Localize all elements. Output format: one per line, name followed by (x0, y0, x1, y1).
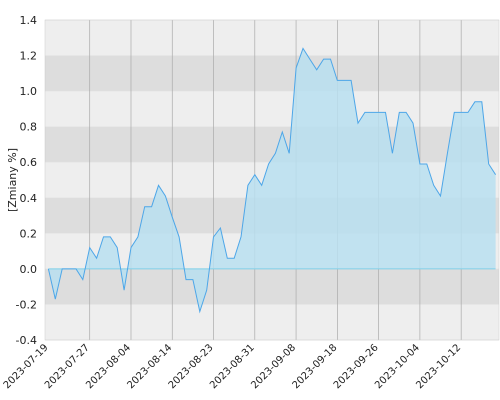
grid-band (45, 126, 499, 163)
grid-band (45, 55, 499, 92)
y-tick-label: 0.2 (20, 227, 38, 240)
area-fill (48, 48, 496, 312)
y-tick-label: 1.4 (20, 14, 38, 27)
y-tick-label: 0.8 (20, 121, 38, 134)
plot-border (44, 19, 500, 341)
y-tick-label: 1.2 (20, 50, 38, 63)
y-tick-label: 1.0 (20, 85, 38, 98)
y-tick-label: -0.4 (16, 334, 37, 347)
line (47, 47, 497, 314)
y-tick-label: 0.6 (20, 156, 38, 169)
grid-band (45, 268, 499, 305)
y-axis-label: [Zmiany %] (6, 148, 19, 212)
y-tick-label: 0.4 (20, 192, 38, 205)
y-tick-label: -0.2 (16, 298, 37, 311)
x-tick-label: 2023-10-12 (414, 342, 463, 391)
y-tick-label: 0.0 (20, 263, 38, 276)
